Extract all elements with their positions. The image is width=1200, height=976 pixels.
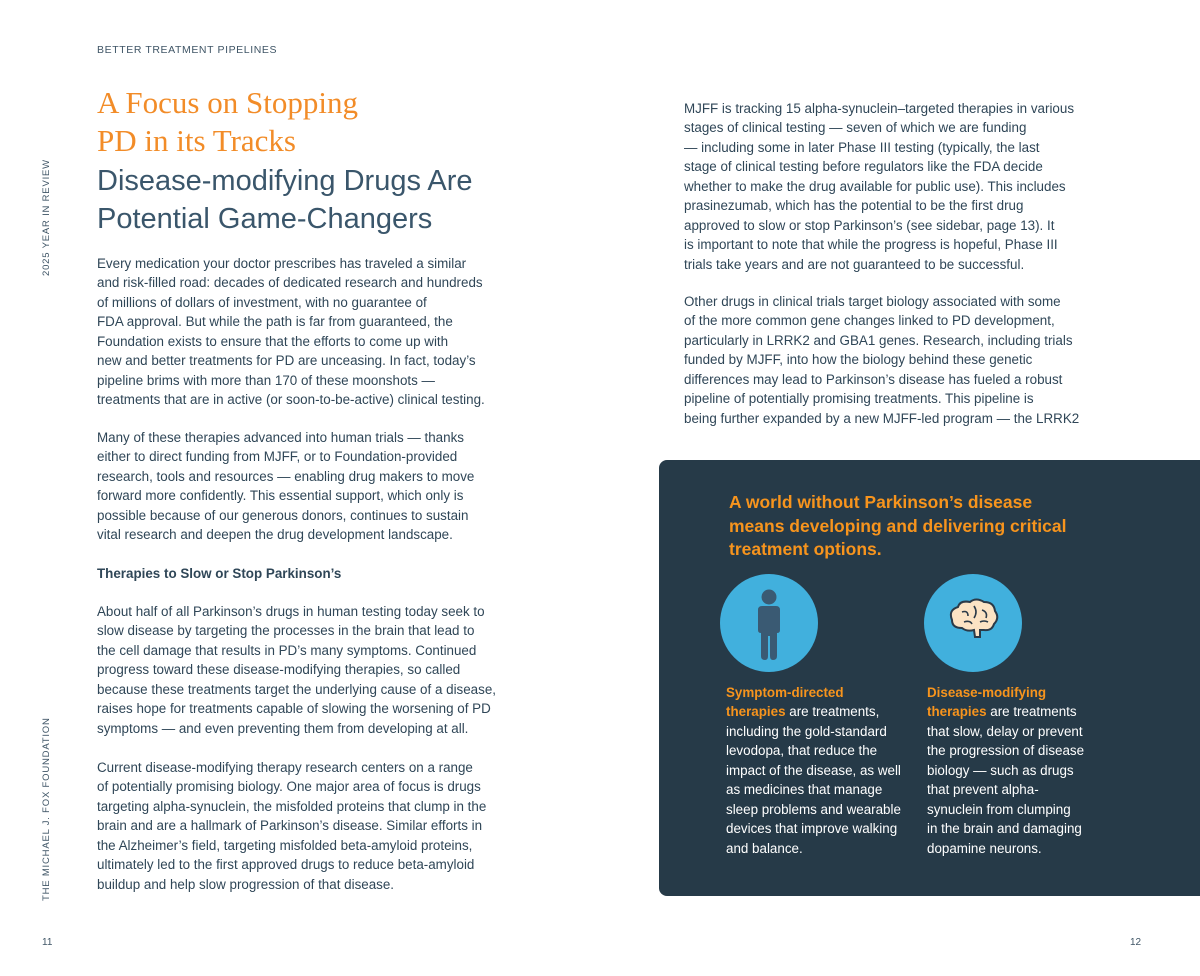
callout-heading-line: A world without Parkinson’s disease [729,492,1033,512]
text-line: vital research and deepen the drug devel… [97,527,453,543]
text-line: including the gold-standard [726,723,887,739]
text-line: pipeline brims with more than 170 of the… [97,372,435,388]
callout-heading: A world without Parkinson’s disease mean… [729,491,1066,562]
callout-heading-line: means developing and delivering critical [729,515,1067,536]
text-line: treatments that are in active (or soon-t… [97,392,485,408]
text-line: the cell damage that results in PD’s man… [97,642,477,658]
text-line: stages of clinical testing — seven of wh… [684,120,1027,136]
text-line: buildup and help slow progression of tha… [97,876,395,892]
text-line: the Alzheimer’s field, targeting misfold… [97,837,473,853]
left-paragraph-4: Current disease-modifying therapy resear… [97,758,486,894]
text-line: levodopa, that reduce the [726,743,878,759]
text-line: raises hope for treatments capable of sl… [97,701,491,717]
text-line: forward more confidently. This essential… [97,488,464,504]
text-line: particularly in LRRK2 and GBA1 genes. Re… [684,332,1073,348]
text-line: possible because of our generous donors,… [97,507,469,523]
text-line: approved to slow or stop Parkinson’s (se… [684,217,1055,233]
text-line: ultimately led to the first approved dru… [97,857,475,873]
text-line: prasinezumab, which has the potential to… [684,198,1024,214]
text-line: synuclein from clumping [927,801,1071,817]
text-line: About half of all Parkinson’s drugs in h… [97,604,485,619]
text-line: and balance. [726,840,803,856]
highlight-line: Symptom-directed [726,685,844,700]
text-line: Foundation exists to ensure that the eff… [97,333,449,349]
text-line: either to direct funding from MJFF, or t… [97,449,458,465]
text-line: targeting alpha-synuclein, the misfolded… [97,798,487,814]
text-line: biology — such as drugs [927,762,1074,778]
text-line: new and better treatments for PD are unc… [97,353,476,369]
text-line: research, tools and resources — enabling… [97,468,475,484]
right-paragraph-1: MJFF is tracking 15 alpha-synuclein–targ… [684,99,1074,274]
text-line: the progression of disease [927,743,1085,759]
page-subtitle: Disease-modifying Drugs Are Potential Ga… [97,162,473,238]
text-line: of potentially promising biology. One ma… [97,779,481,795]
text-line: because these treatments target the unde… [97,681,496,697]
brain-icon-circle [924,574,1022,672]
text-line: — including some in later Phase III test… [684,139,1040,155]
text-line: dopamine neurons. [927,840,1042,856]
text-line: and risk-filled road: decades of dedicat… [97,275,483,291]
text-line: in the brain and damaging [927,821,1082,837]
text-line: impact of the disease, as well [726,762,901,778]
callout-item-symptom-directed: Symptom-directed therapies are treatments… [726,683,901,858]
text-line: as medicines that manage [726,782,883,798]
highlight-term: therapies [726,704,786,720]
section-subheading: Therapies to Slow or Stop Parkinson’s [97,566,342,581]
text-line: Many of these therapies advanced into hu… [97,430,464,445]
side-label-year: 2025 YEAR IN REVIEW [41,159,52,276]
text-segment: are treatments [986,704,1077,720]
callout-heading-line: treatment options. [729,539,882,559]
text-line: is important to note that while the prog… [684,237,1058,253]
text-line: differences may lead to Parkinson’s dise… [684,371,1063,387]
side-label-foundation: THE MICHAEL J. FOX FOUNDATION [41,717,52,901]
subtitle-line: Potential Game-Changers [97,203,433,235]
highlight-term: therapies [927,704,987,720]
person-icon-circle [720,574,818,672]
text-segment: are treatments, [785,704,880,720]
text-line: symptoms — and even preventing them from… [97,720,469,736]
text-line: pipeline of potentially promising treatm… [684,391,1034,407]
text-line: that slow, delay or prevent [927,723,1083,739]
text-line: that prevent alpha- [927,782,1039,798]
left-paragraph-2: Many of these therapies advanced into hu… [97,428,474,545]
text-line: FDA approval. But while the path is far … [97,314,453,330]
text-line: sleep problems and wearable [726,801,901,817]
text-line: stage of clinical testing before regulat… [684,159,1043,175]
text-line: whether to make the drug available for p… [684,178,1066,194]
text-line: slow disease by targeting the processes … [97,623,475,639]
highlight-line: Disease-modifying [927,685,1047,700]
text-line: Every medication your doctor prescribes … [97,256,467,271]
text-line: of millions of dollars of investment, wi… [97,294,427,310]
subtitle-line: Disease-modifying Drugs Are [97,165,473,197]
title-line: PD in its Tracks [97,123,296,158]
text-line: being further expanded by a new MJFF-led… [684,410,1080,426]
text-line: trials take years and are not guaranteed… [684,256,1025,272]
text-line: progress toward these disease-modifying … [97,662,461,678]
page-number-left: 11 [42,937,53,948]
title-line: A Focus on Stopping [97,85,358,120]
right-paragraph-2: Other drugs in clinical trials target bi… [684,292,1079,428]
text-line: devices that improve walking [726,821,898,837]
text-line: Other drugs in clinical trials target bi… [684,294,1061,309]
text-line: funded by MJFF, into how the biology beh… [684,352,1033,368]
page-number-right: 12 [1130,937,1142,948]
left-paragraph-3: About half of all Parkinson’s drugs in h… [97,602,496,738]
callout-panel [659,460,1200,896]
page-title: A Focus on Stopping PD in its Tracks [97,84,358,160]
text-line: MJFF is tracking 15 alpha-synuclein–targ… [684,101,1075,116]
text-line: Current disease-modifying therapy resear… [97,760,473,775]
person-icon [758,589,780,660]
text-line: of the more common gene changes linked t… [684,313,1055,329]
text-line: brain and are a hallmark of Parkinson’s … [97,818,483,834]
left-paragraph-1: Every medication your doctor prescribes … [97,254,485,410]
section-label: BETTER TREATMENT PIPELINES [97,44,278,56]
callout-item-disease-modifying: Disease-modifying therapies are treatment… [927,683,1084,858]
brain-icon [949,598,999,638]
